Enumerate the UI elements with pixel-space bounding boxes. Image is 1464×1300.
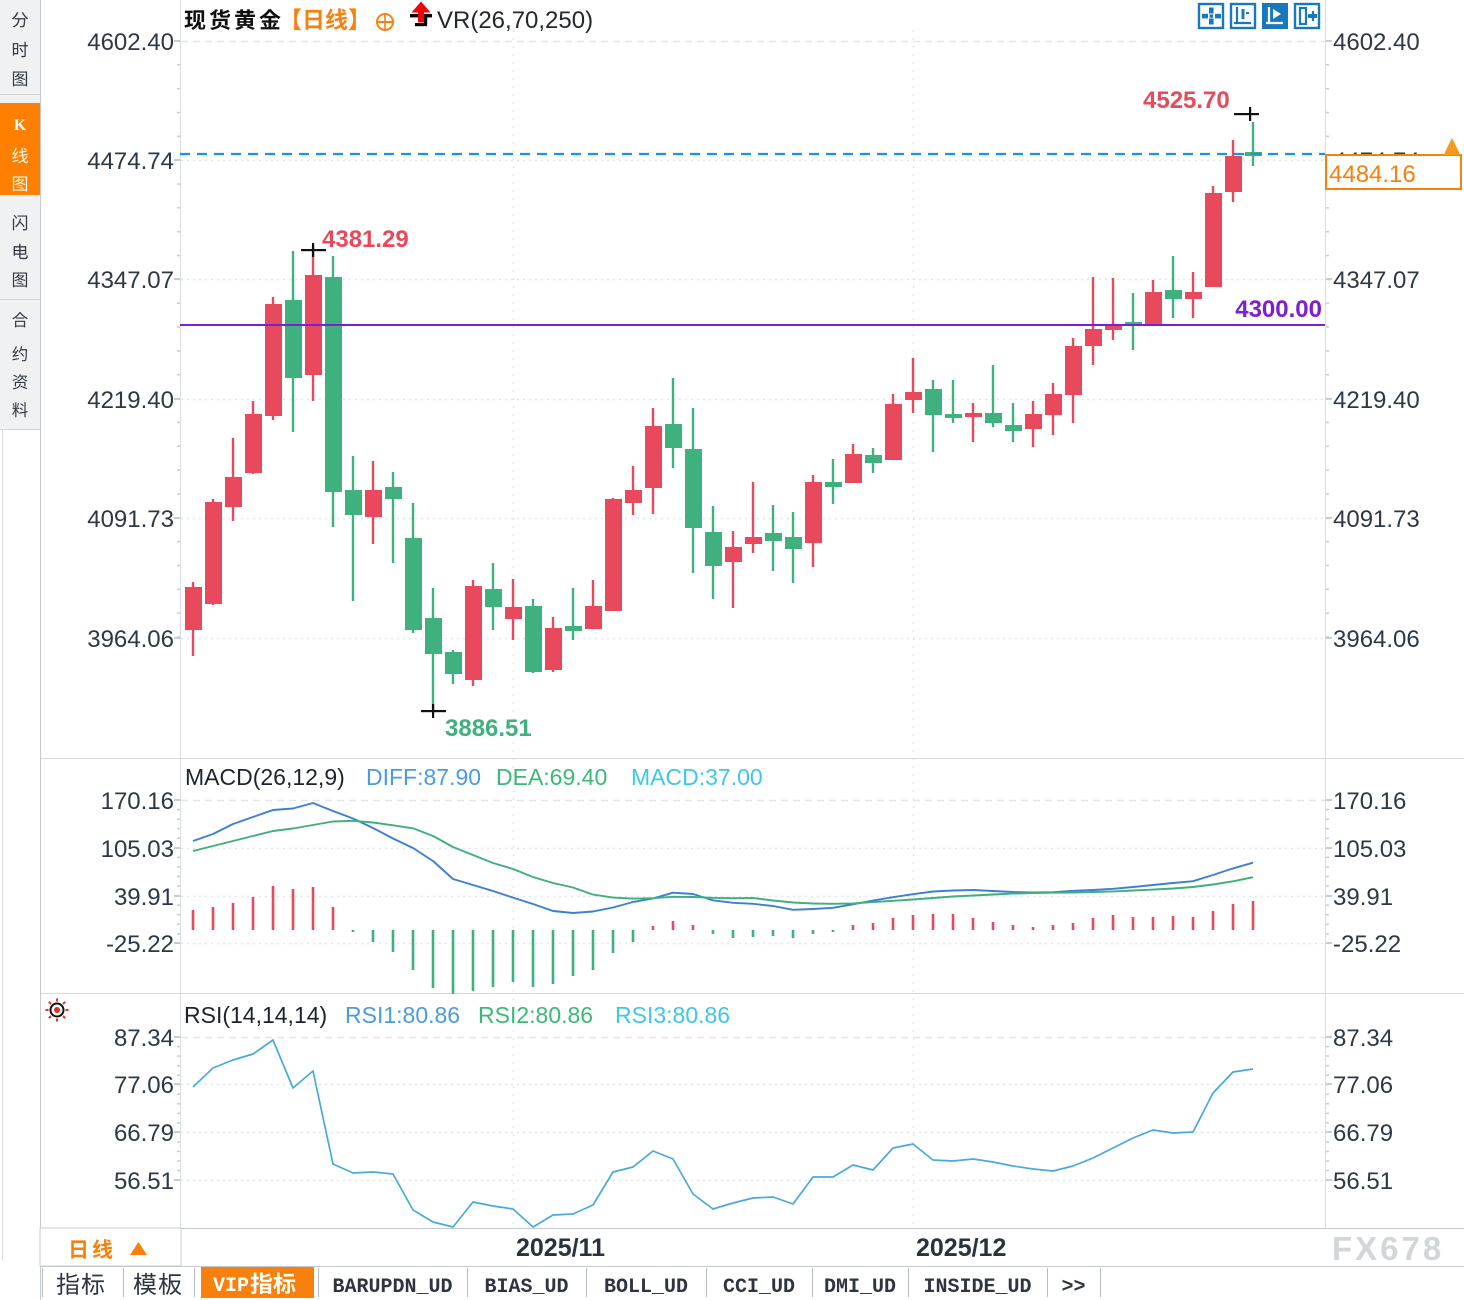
svg-text:RSI1:80.86: RSI1:80.86 xyxy=(345,1002,460,1028)
svg-text:87.34: 87.34 xyxy=(1333,1025,1393,1052)
svg-text:4602.40: 4602.40 xyxy=(87,29,174,56)
svg-text:BARUPDN_UD: BARUPDN_UD xyxy=(332,1276,452,1299)
svg-text:VIP: VIP xyxy=(213,1275,249,1298)
svg-text:FX678: FX678 xyxy=(1332,1230,1444,1267)
svg-text:4381.29: 4381.29 xyxy=(322,226,409,253)
svg-text:4091.73: 4091.73 xyxy=(87,506,174,533)
svg-text:>>: >> xyxy=(1061,1276,1085,1299)
svg-text:-25.22: -25.22 xyxy=(106,931,174,958)
svg-text:87.34: 87.34 xyxy=(114,1025,174,1052)
svg-text:3964.06: 3964.06 xyxy=(87,626,174,653)
svg-text:56.51: 56.51 xyxy=(114,1168,174,1195)
svg-text:BIAS_UD: BIAS_UD xyxy=(484,1276,568,1299)
svg-text:39.91: 39.91 xyxy=(1333,884,1393,911)
svg-text:RSI(14,14,14): RSI(14,14,14) xyxy=(184,1002,327,1028)
svg-text:3886.51: 3886.51 xyxy=(445,715,532,742)
svg-text:4219.40: 4219.40 xyxy=(87,387,174,414)
svg-text:4347.07: 4347.07 xyxy=(87,267,174,294)
svg-text:4602.40: 4602.40 xyxy=(1333,29,1420,56)
svg-text:MACD(26,12,9): MACD(26,12,9) xyxy=(185,764,345,790)
svg-text:2025/11: 2025/11 xyxy=(516,1234,605,1262)
svg-text:3964.06: 3964.06 xyxy=(1333,626,1420,653)
svg-text:105.03: 105.03 xyxy=(1333,836,1406,863)
svg-text:77.06: 77.06 xyxy=(114,1072,174,1099)
svg-text:105.03: 105.03 xyxy=(101,836,174,863)
svg-text:66.79: 66.79 xyxy=(114,1120,174,1147)
svg-text:DIFF:87.90: DIFF:87.90 xyxy=(366,764,481,790)
svg-text:DMI_UD: DMI_UD xyxy=(824,1276,896,1299)
svg-text:INSIDE_UD: INSIDE_UD xyxy=(923,1276,1031,1299)
svg-text:MACD:37.00: MACD:37.00 xyxy=(631,764,763,790)
svg-text:4300.00: 4300.00 xyxy=(1235,296,1322,323)
svg-text:K: K xyxy=(14,117,27,134)
svg-text:56.51: 56.51 xyxy=(1333,1168,1393,1195)
svg-text:CCI_UD: CCI_UD xyxy=(723,1276,795,1299)
svg-text:RSI3:80.86: RSI3:80.86 xyxy=(615,1002,730,1028)
svg-text:DEA:69.40: DEA:69.40 xyxy=(496,764,607,790)
svg-text:4347.07: 4347.07 xyxy=(1333,267,1420,294)
svg-text:-25.22: -25.22 xyxy=(1333,931,1401,958)
svg-text:170.16: 170.16 xyxy=(101,788,174,815)
svg-text:4474.74: 4474.74 xyxy=(87,148,174,175)
svg-text:VR(26,70,250): VR(26,70,250) xyxy=(437,7,593,34)
svg-text:RSI2:80.86: RSI2:80.86 xyxy=(478,1002,593,1028)
svg-text:4525.70: 4525.70 xyxy=(1143,87,1230,114)
svg-text:BOLL_UD: BOLL_UD xyxy=(604,1276,688,1299)
svg-text:170.16: 170.16 xyxy=(1333,788,1406,815)
svg-text:77.06: 77.06 xyxy=(1333,1072,1393,1099)
svg-text:4219.40: 4219.40 xyxy=(1333,387,1420,414)
svg-text:4091.73: 4091.73 xyxy=(1333,506,1420,533)
svg-text:39.91: 39.91 xyxy=(114,884,174,911)
svg-text:66.79: 66.79 xyxy=(1333,1120,1393,1147)
svg-text:4484.16: 4484.16 xyxy=(1329,161,1416,188)
svg-text:2025/12: 2025/12 xyxy=(916,1234,1006,1262)
